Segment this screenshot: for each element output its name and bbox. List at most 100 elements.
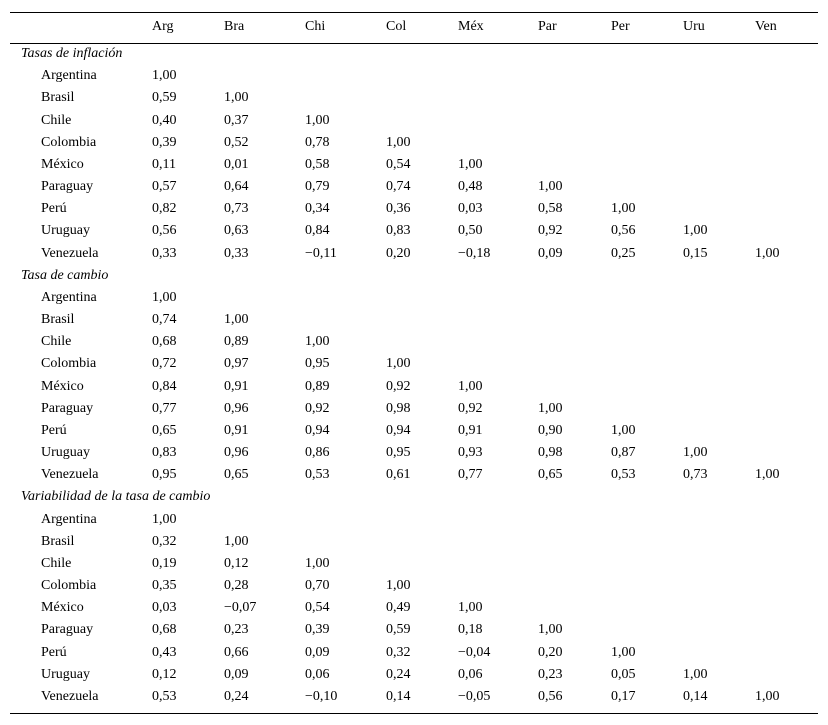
row-label: Paraguay xyxy=(41,622,94,638)
cell-value: 0,95 xyxy=(152,467,177,483)
cell-value: 0,32 xyxy=(152,533,177,549)
cell-value: 1,00 xyxy=(755,467,780,483)
cell-value: 0,17 xyxy=(611,689,636,704)
row-label: Perú xyxy=(41,644,67,660)
cell-value: 1,00 xyxy=(152,68,177,84)
cell-value: 0,78 xyxy=(305,134,330,150)
cell-value: 1,00 xyxy=(538,622,563,638)
cell-value: 1,00 xyxy=(386,356,411,372)
cell-value: 1,00 xyxy=(305,112,330,128)
cell-value: 1,00 xyxy=(458,156,483,172)
cell-value: 0,48 xyxy=(458,179,483,195)
cell-value: 0,89 xyxy=(305,378,330,394)
cell-value: 0,73 xyxy=(224,201,249,217)
cell-value: 0,82 xyxy=(152,201,177,217)
cell-value: 0,33 xyxy=(224,245,249,261)
cell-value: 1,00 xyxy=(611,201,636,217)
header-rule xyxy=(10,43,818,44)
cell-value: 1,00 xyxy=(683,445,708,461)
cell-value: 0,54 xyxy=(305,600,330,616)
row-label: Uruguay xyxy=(41,445,90,461)
column-header: Ven xyxy=(755,19,777,34)
row-label: Venezuela xyxy=(41,689,99,704)
cell-value: 0,83 xyxy=(386,223,411,239)
cell-value: 0,34 xyxy=(305,201,330,217)
cell-value: 0,32 xyxy=(386,644,411,660)
row-label: Venezuela xyxy=(41,245,99,261)
cell-value: 0,77 xyxy=(152,400,177,416)
cell-value: 0,73 xyxy=(683,467,708,483)
cell-value: 0,70 xyxy=(305,578,330,594)
row-label: Colombia xyxy=(41,356,97,372)
cell-value: 1,00 xyxy=(224,533,249,549)
cell-value: 0,66 xyxy=(224,644,249,660)
cell-value: 0,03 xyxy=(152,600,177,616)
row-label: Chile xyxy=(41,334,72,350)
cell-value: 0,12 xyxy=(224,555,249,571)
cell-value: 0,87 xyxy=(611,445,636,461)
cell-value: 0,52 xyxy=(224,134,249,150)
cell-value: 0,53 xyxy=(611,467,636,483)
row-label: Paraguay xyxy=(41,400,94,416)
cell-value: 0,20 xyxy=(386,245,411,261)
section-title: Tasas de inflación xyxy=(21,46,123,61)
cell-value: 0,92 xyxy=(538,223,563,239)
cell-value: 0,35 xyxy=(152,578,177,594)
cell-value: 0,93 xyxy=(458,445,483,461)
cell-value: 0,63 xyxy=(224,223,249,239)
row-label: México xyxy=(41,378,84,394)
cell-value: 1,00 xyxy=(538,179,563,195)
cell-value: 0,96 xyxy=(224,445,249,461)
row-label: Perú xyxy=(41,201,67,217)
cell-value: 0,12 xyxy=(152,666,177,682)
cell-value: 0,09 xyxy=(305,644,330,660)
cell-value: 0,61 xyxy=(386,467,411,483)
cell-value: 0,94 xyxy=(305,422,330,438)
cell-value: 0,84 xyxy=(152,378,177,394)
cell-value: 1,00 xyxy=(538,400,563,416)
row-label: Venezuela xyxy=(41,467,99,483)
cell-value: 0,68 xyxy=(152,334,177,350)
row-label: Argentina xyxy=(41,511,97,527)
cell-value: 0,06 xyxy=(458,666,483,682)
cell-value: 1,00 xyxy=(611,422,636,438)
cell-value: 0,95 xyxy=(386,445,411,461)
column-header: Bra xyxy=(224,19,245,34)
cell-value: 1,00 xyxy=(755,245,780,261)
cell-value: 0,49 xyxy=(386,600,411,616)
row-label: Brasil xyxy=(41,533,75,549)
cell-value: 0,72 xyxy=(152,356,177,372)
cell-value: 0,09 xyxy=(538,245,563,261)
row-label: Brasil xyxy=(41,90,75,106)
cell-value: 0,83 xyxy=(152,445,177,461)
cell-value: 0,98 xyxy=(538,445,563,461)
row-label: Chile xyxy=(41,555,72,571)
row-label: Argentina xyxy=(41,289,97,305)
cell-value: 1,00 xyxy=(458,600,483,616)
cell-value: 0,43 xyxy=(152,644,177,660)
cell-value: −0,10 xyxy=(305,689,338,704)
cell-value: 0,01 xyxy=(224,156,249,172)
cell-value: 0,92 xyxy=(458,400,483,416)
section-title: Tasa de cambio xyxy=(21,267,109,283)
cell-value: 0,64 xyxy=(224,179,249,195)
cell-value: 0,36 xyxy=(386,201,411,217)
cell-value: 0,54 xyxy=(386,156,411,172)
cell-value: 0,28 xyxy=(224,578,249,594)
cell-value: 0,95 xyxy=(305,356,330,372)
column-header: Chi xyxy=(305,19,326,34)
cell-value: 0,98 xyxy=(386,400,411,416)
cell-value: 1,00 xyxy=(152,511,177,527)
cell-value: 0,23 xyxy=(538,666,563,682)
cell-value: 0,84 xyxy=(305,223,330,239)
cell-value: 0,89 xyxy=(224,334,249,350)
cell-value: 0,90 xyxy=(538,422,563,438)
cell-value: 0,18 xyxy=(458,622,483,638)
cell-value: 1,00 xyxy=(224,90,249,106)
cell-value: 0,58 xyxy=(305,156,330,172)
cell-value: 0,68 xyxy=(152,622,177,638)
cell-value: 0,15 xyxy=(683,245,708,261)
column-header: Méx xyxy=(458,19,484,34)
cell-value: 1,00 xyxy=(386,578,411,594)
